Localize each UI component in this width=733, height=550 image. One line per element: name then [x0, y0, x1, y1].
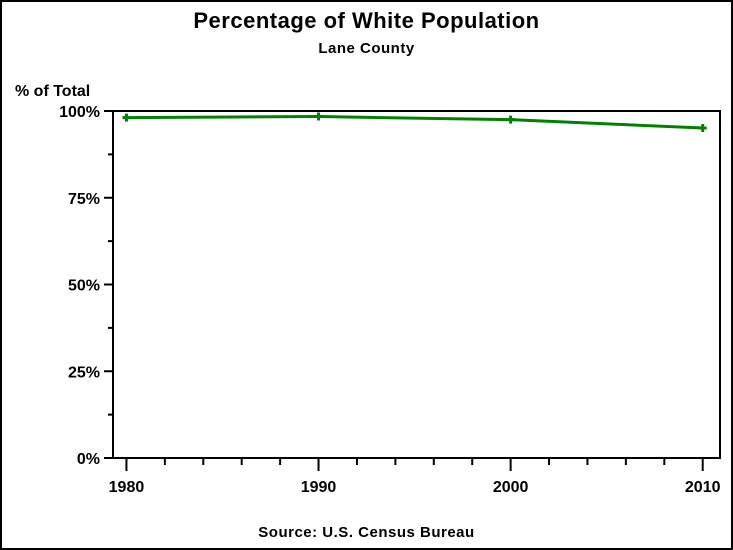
svg-text:75%: 75%: [68, 191, 100, 208]
svg-text:1980: 1980: [109, 479, 145, 496]
svg-text:100%: 100%: [59, 104, 100, 121]
x-axis: 1980 1990 2000 2010: [109, 458, 721, 496]
svg-text:2010: 2010: [685, 479, 721, 496]
svg-text:2000: 2000: [493, 479, 529, 496]
chart-subtitle: Lane County: [318, 40, 415, 57]
y-axis-label: % of Total: [15, 83, 91, 100]
data-point-marker: [314, 112, 323, 121]
y-axis: 0% 25% 50% 75% 100%: [59, 104, 113, 468]
data-point-marker: [506, 115, 515, 124]
svg-text:0%: 0%: [77, 451, 100, 468]
plot-frame: [112, 110, 721, 459]
svg-text:25%: 25%: [68, 364, 100, 381]
data-point-marker: [698, 124, 707, 133]
data-line: [126, 115, 703, 130]
data-point-marker: [122, 113, 131, 122]
source-note: Source: U.S. Census Bureau: [258, 524, 475, 541]
data-markers: [122, 112, 707, 133]
svg-text:50%: 50%: [68, 278, 100, 295]
chart-title: Percentage of White Population: [193, 8, 540, 33]
svg-text:1990: 1990: [301, 479, 337, 496]
